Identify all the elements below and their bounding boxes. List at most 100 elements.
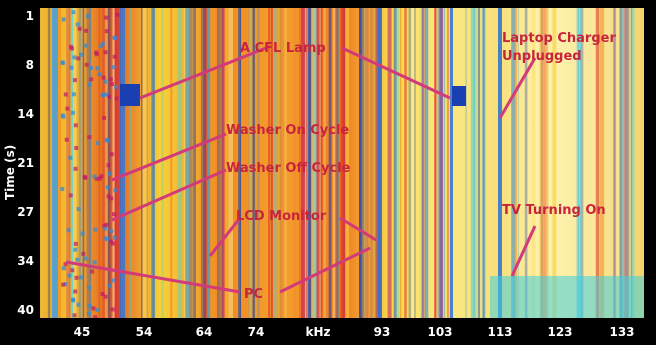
heatmap-speckle [102, 223, 107, 228]
heatmap-band [613, 8, 616, 318]
heatmap-band [66, 8, 71, 318]
heatmap-speckle [97, 176, 102, 181]
heatmap-band [408, 8, 411, 318]
heatmap-speckle [109, 196, 114, 201]
heatmap-line [450, 8, 453, 318]
heatmap-band [319, 8, 322, 318]
heatmap-speckle [77, 26, 82, 31]
y-tick-label: 40 [17, 303, 34, 317]
heatmap-band [116, 8, 121, 318]
annotation-arrows [65, 46, 537, 294]
heatmap-band [616, 8, 620, 318]
heatmap-speckle [68, 44, 73, 49]
heatmap-band [343, 8, 347, 318]
heatmap-speckle [110, 82, 114, 86]
heatmap-speckle [65, 106, 70, 111]
heatmap-speckle [105, 185, 110, 190]
heatmap-speckle [72, 78, 77, 83]
heatmap-band [217, 8, 223, 318]
annotation-laptop-charger: Laptop Charger Unplugged [502, 31, 620, 64]
heatmap-speckle [82, 174, 87, 179]
heatmap-speckle [72, 313, 77, 318]
heatmap-speckle [115, 12, 120, 17]
heatmap-band [563, 8, 567, 318]
heatmap-speckle [103, 50, 108, 55]
heatmap-band [257, 8, 260, 318]
heatmap-band [299, 8, 303, 318]
heatmap-speckle [100, 291, 105, 296]
heatmap-band [82, 8, 85, 318]
heatmap-speckle [71, 110, 75, 115]
heatmap-speckle [103, 236, 108, 241]
arrow-lcd-right [339, 216, 377, 242]
heatmap-speckle [84, 62, 89, 67]
heatmap-band [445, 8, 448, 318]
heatmap-speckle [60, 113, 65, 118]
heatmap-speckle [72, 55, 77, 60]
heatmap-band [238, 8, 241, 318]
heatmap-band [70, 8, 74, 318]
heatmap-band [315, 8, 319, 318]
heatmap-band [104, 8, 108, 318]
heatmap-speckle [100, 41, 105, 46]
y-axis-label: Time (s) [3, 145, 17, 200]
x-tick-label: 54 [136, 325, 153, 339]
heatmap-speckle [70, 268, 75, 273]
heatmap-speckle [87, 303, 92, 308]
heatmap-band [541, 8, 544, 318]
heatmap-band [599, 8, 605, 318]
heatmap-band [102, 8, 106, 318]
heatmap-speckle [73, 241, 78, 246]
annotation-pc: PC [244, 287, 263, 302]
heatmap-band [142, 8, 147, 318]
heatmap-speckle [73, 123, 78, 128]
heatmap-band [74, 8, 77, 318]
annotation-tv-turning-on: TV Turning On [502, 203, 606, 218]
heatmap-speckle [98, 44, 103, 49]
heatmap-speckle [102, 226, 107, 231]
heatmap-band [435, 8, 437, 318]
heatmap-speckle [73, 247, 78, 252]
heatmap-speckle [66, 228, 71, 233]
heatmap-speckle [74, 275, 79, 280]
y-axis-ticks: 1 8 14 21 27 34 40 [17, 9, 34, 317]
heatmap-band [98, 8, 101, 318]
arrow-pc-right [279, 246, 371, 294]
annotation-laptop-charger-line2: Unplugged [502, 49, 582, 64]
heatmap-band [86, 8, 92, 318]
heatmap-speckle [101, 75, 106, 80]
arrow-pc-left [65, 260, 241, 294]
heatmap-speckle [93, 315, 98, 318]
heatmap-band [399, 8, 402, 318]
heatmap-speckle [110, 307, 115, 312]
heatmap-band [252, 8, 255, 318]
heatmap-band [422, 8, 426, 318]
heatmap-band [323, 8, 327, 318]
heatmap-speckle [89, 77, 94, 82]
heatmap-band [396, 8, 399, 318]
heatmap-band [447, 8, 450, 318]
heatmap-band [578, 8, 582, 318]
heatmap-band [42, 8, 48, 318]
heatmap-speckle [104, 29, 109, 34]
heatmap-band [437, 8, 439, 318]
heatmap-speckle [87, 285, 92, 290]
heatmap-band [320, 8, 323, 318]
heatmap-band [141, 8, 142, 318]
annotation-washer-on: Washer On Cycle [226, 123, 349, 138]
heatmap-band [422, 8, 424, 318]
heatmap-band [338, 8, 340, 318]
heatmap-speckle [99, 174, 104, 179]
heatmap-band [245, 8, 247, 318]
heatmap-speckle [85, 14, 90, 19]
heatmap-speckle [71, 10, 76, 15]
heatmap-band [201, 8, 206, 318]
heatmap-speckle [105, 237, 110, 242]
heatmap-speckle [104, 222, 109, 227]
heatmap-band [387, 8, 392, 318]
arrow-washer-off [111, 168, 227, 222]
heatmap-speckle [110, 241, 115, 246]
spectrogram-plot-area: A CFL Lamp Laptop Charger Unplugged Wash… [40, 8, 644, 318]
heatmap-band [544, 8, 549, 318]
